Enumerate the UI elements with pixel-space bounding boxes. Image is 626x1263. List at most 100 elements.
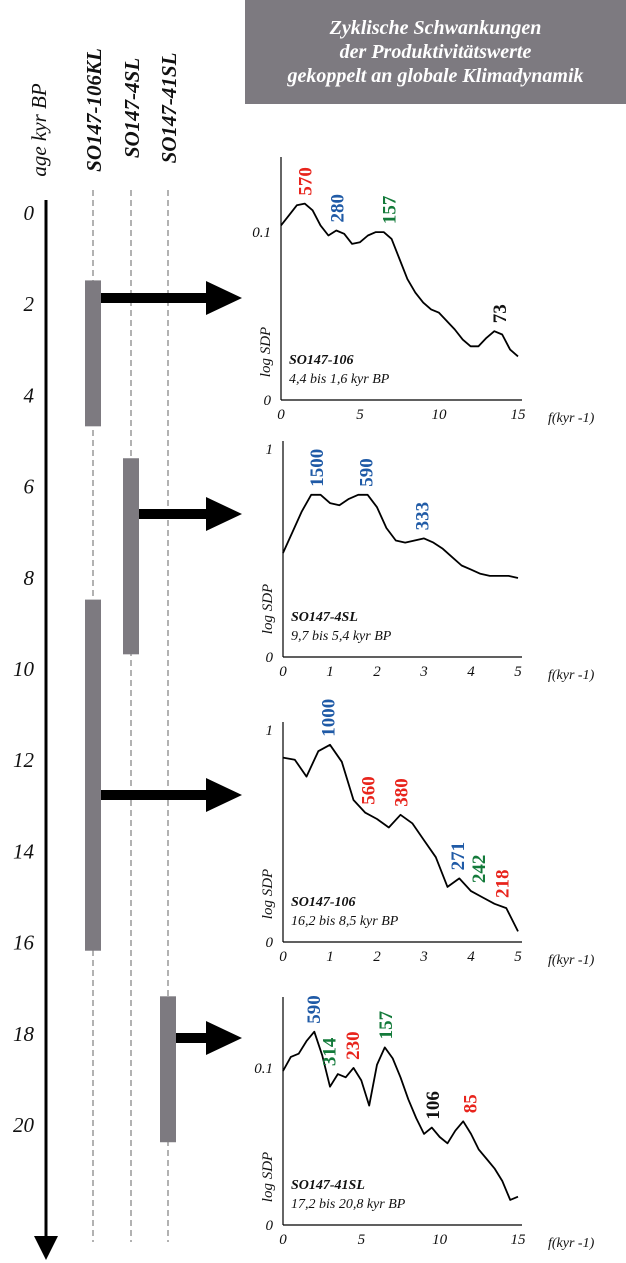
period-annotation: 333 xyxy=(413,502,434,531)
period-annotation: 280 xyxy=(327,194,348,223)
period-annotation: 560 xyxy=(359,776,380,805)
x-axis-label: f(kyr -1) xyxy=(548,1236,595,1251)
interval-bar xyxy=(85,280,101,427)
x-axis-label: f(kyr -1) xyxy=(548,411,595,426)
spectrum-line xyxy=(282,743,519,932)
panel-period-label: 9,7 bis 5,4 kyr BP xyxy=(291,629,392,644)
x-tick-label: 0 xyxy=(279,664,287,680)
core-name-3: SO147-41SL xyxy=(157,53,181,164)
y-tick-label: 0 xyxy=(266,935,274,951)
period-annotation: 73 xyxy=(490,304,511,323)
x-tick-label: 5 xyxy=(356,407,364,423)
panel-period-label: 16,2 bis 8,5 kyr BP xyxy=(291,914,399,929)
period-annotation: 230 xyxy=(343,1031,364,1060)
age-tick-label: 12 xyxy=(13,748,35,772)
y-tick-label: 1 xyxy=(266,723,274,739)
period-annotation: 242 xyxy=(469,855,490,884)
spectrum-line xyxy=(282,1030,519,1201)
period-annotation: 314 xyxy=(319,1037,340,1066)
panel-core-label: SO147-106 xyxy=(291,895,356,910)
x-tick-label: 3 xyxy=(419,664,428,680)
x-tick-label: 10 xyxy=(432,1232,448,1248)
age-tick-label: 4 xyxy=(24,383,35,407)
period-annotation: 570 xyxy=(296,167,317,196)
spectrum-panel-3: 0 1 2 3 4 5 0 1 f(kyr -1) log SDP SO147-106 16,2 bi… xyxy=(260,699,595,968)
x-tick-label: 3 xyxy=(419,949,428,965)
age-tick-label: 16 xyxy=(13,931,35,955)
x-tick-label: 2 xyxy=(373,949,381,965)
spectrum-line xyxy=(280,202,519,358)
x-tick-label: 15 xyxy=(511,1232,527,1248)
y-axis-label: log SDP xyxy=(260,869,276,919)
period-annotation: 85 xyxy=(460,1094,481,1113)
y-tick-label: 0.1 xyxy=(254,1061,273,1077)
y-tick-label: 1 xyxy=(266,442,274,458)
y-tick-label: 0 xyxy=(266,650,274,666)
panel-period-label: 17,2 bis 20,8 kyr BP xyxy=(291,1197,406,1212)
age-tick-label: 6 xyxy=(24,475,35,499)
link-arrow xyxy=(101,281,242,315)
period-annotation: 590 xyxy=(356,458,377,487)
interval-bars xyxy=(85,280,176,1143)
x-tick-label: 5 xyxy=(358,1232,366,1248)
period-annotation: 218 xyxy=(493,870,514,899)
x-axis-label: f(kyr -1) xyxy=(548,668,595,683)
age-tick-label: 10 xyxy=(13,657,35,681)
banner-line-1: Zyklische Schwankungen xyxy=(329,17,542,39)
link-arrow xyxy=(139,497,242,531)
age-axis-label: age kyr BP xyxy=(27,83,51,176)
x-tick-label: 5 xyxy=(514,664,522,680)
age-tick-label: 14 xyxy=(13,839,35,863)
interval-bar xyxy=(160,996,176,1143)
banner-line-2: der Produktivitätswerte xyxy=(339,41,532,63)
period-annotation: 590 xyxy=(304,995,325,1024)
period-annotation: 380 xyxy=(392,778,413,807)
core-name-2: SO147-4SL xyxy=(120,58,144,158)
x-tick-label: 10 xyxy=(432,407,448,423)
link-arrow xyxy=(176,1021,242,1055)
period-annotation: 106 xyxy=(423,1091,444,1120)
core-name-1: SO147-106KL xyxy=(82,48,106,172)
panel-core-label: SO147-106 xyxy=(289,353,354,368)
y-axis-label: log SDP xyxy=(260,1152,276,1202)
period-annotation: 271 xyxy=(448,842,469,871)
age-tick-label: 8 xyxy=(24,566,35,590)
spectrum-panel-2: 0 1 2 3 4 5 0 1 f(kyr -1) log SDP SO147-4SL 9,7 bis… xyxy=(260,441,595,683)
x-tick-label: 5 xyxy=(514,949,522,965)
panel-core-label: SO147-4SL xyxy=(291,610,358,625)
period-annotation: 157 xyxy=(376,1010,397,1039)
banner-line-3: gekoppelt an globale Klimadynamik xyxy=(287,65,584,87)
age-tick-label: 18 xyxy=(13,1022,35,1046)
x-tick-label: 15 xyxy=(511,407,527,423)
period-annotation: 157 xyxy=(379,195,400,224)
y-tick-label: 0.1 xyxy=(252,225,271,241)
x-tick-label: 2 xyxy=(373,664,381,680)
x-tick-label: 0 xyxy=(279,949,287,965)
title-banner: Zyklische Schwankungen der Produktivität… xyxy=(245,0,626,104)
panel-core-label: SO147-41SL xyxy=(291,1178,365,1193)
x-tick-label: 0 xyxy=(277,407,285,423)
y-axis-label: log SDP xyxy=(258,327,274,377)
spectrum-panel-4: 0 5 10 15 0 0.1 f(kyr -1) log SDP SO147-41SL 17,2… xyxy=(254,995,594,1251)
x-tick-label: 0 xyxy=(279,1232,287,1248)
age-tick-label: 20 xyxy=(13,1113,35,1137)
interval-bar xyxy=(85,599,101,951)
x-tick-label: 1 xyxy=(326,949,334,965)
x-tick-label: 4 xyxy=(467,949,475,965)
age-tick-label: 2 xyxy=(24,292,35,316)
panel-period-label: 4,4 bis 1,6 kyr BP xyxy=(289,372,390,387)
link-arrow xyxy=(101,778,242,812)
x-tick-label: 1 xyxy=(326,664,334,680)
y-tick-label: 0 xyxy=(266,1218,274,1234)
x-tick-label: 4 xyxy=(467,664,475,680)
period-annotation: 1500 xyxy=(307,449,328,487)
x-axis-label: f(kyr -1) xyxy=(548,953,595,968)
spectrum-panel-1: 0 5 10 15 0 0.1 f(kyr -1) log SDP SO147-106 4,4 b… xyxy=(252,157,595,426)
interval-bar xyxy=(123,458,139,655)
spectrum-line xyxy=(282,493,519,579)
y-tick-label: 0 xyxy=(264,393,272,409)
age-ticks: 0 2 4 6 8 10 12 14 16 18 20 xyxy=(13,201,35,1137)
link-arrows xyxy=(101,281,242,1055)
